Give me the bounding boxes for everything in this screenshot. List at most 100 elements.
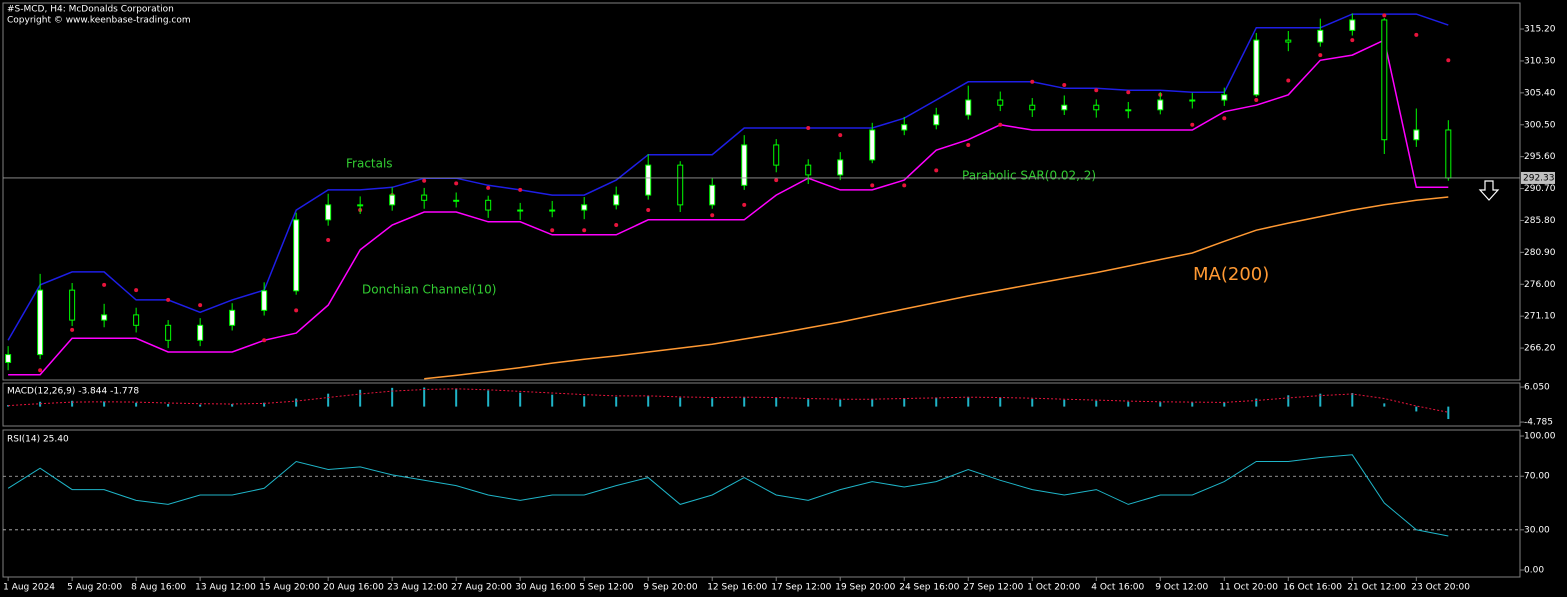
macd-bar	[167, 404, 170, 407]
candle-body	[645, 164, 652, 196]
y-tick-label: 285.80	[1524, 216, 1556, 226]
candle-body	[1029, 104, 1036, 111]
y-tick-label: 100.00	[1524, 432, 1556, 442]
x-tick-label: 5 Aug 20:00	[67, 583, 122, 593]
macd-bar	[1223, 402, 1226, 407]
macd-bar	[1447, 406, 1450, 420]
y-tick-label: 266.20	[1524, 344, 1556, 354]
candle-body	[389, 194, 396, 206]
candle-body	[293, 219, 300, 292]
sar-dot	[902, 183, 907, 188]
y-tick-label: 30.00	[1524, 525, 1550, 535]
candle-body	[229, 309, 236, 326]
x-tick-label: 21 Oct 12:00	[1347, 583, 1406, 593]
candle-body	[677, 164, 684, 206]
sar-dot	[614, 223, 619, 228]
macd-bar	[711, 398, 714, 407]
y-tick-label: 290.70	[1524, 184, 1556, 194]
rsi-panel	[2, 429, 1521, 578]
macd-bar	[1319, 393, 1322, 407]
sar-dot	[1190, 122, 1195, 127]
sar-dot	[518, 187, 523, 192]
candle-body	[1445, 129, 1452, 179]
x-tick-label: 16 Oct 16:00	[1283, 583, 1342, 593]
macd-bar	[903, 398, 906, 407]
x-tick-label: 1 Aug 2024	[3, 583, 55, 593]
candle-body	[1125, 109, 1132, 112]
sar-dot	[38, 368, 43, 373]
copyright: Copyright © www.keenbase-trading.com	[7, 16, 191, 26]
series-line	[8, 39, 1449, 376]
sar-dot	[1126, 90, 1131, 95]
macd-bar	[647, 395, 650, 407]
macd-bar	[1159, 402, 1162, 407]
macd-bar	[551, 394, 554, 407]
macd-bar	[327, 393, 330, 407]
y-tick-label: 6.050	[1524, 383, 1550, 393]
annotation: MA(200)	[1193, 264, 1269, 285]
macd-bar	[999, 397, 1002, 407]
macd-bar	[1031, 398, 1034, 407]
macd-bar	[1095, 400, 1098, 407]
candle-body	[197, 324, 204, 341]
macd-bar	[935, 397, 938, 407]
y-tick-label: 271.10	[1524, 312, 1556, 322]
sar-dot	[1318, 53, 1323, 58]
y-tick-label: 305.40	[1524, 88, 1556, 98]
candle-body	[453, 199, 460, 202]
macd-bar	[1287, 395, 1290, 407]
candle-body	[485, 199, 492, 211]
sar-dot	[1286, 78, 1291, 83]
x-tick-label: 24 Sep 16:00	[899, 583, 959, 593]
sar-dot	[294, 308, 299, 313]
candle-body	[549, 209, 556, 212]
macd-bar	[359, 389, 362, 407]
sar-dot	[1254, 98, 1259, 103]
y-tick-label: 295.60	[1524, 152, 1556, 162]
candle-body	[325, 204, 332, 221]
sar-dot	[486, 185, 491, 190]
candle-body	[613, 194, 620, 206]
sar-dot	[774, 178, 779, 183]
x-tick-label: 9 Oct 12:00	[1155, 583, 1208, 593]
macd-bar	[615, 396, 618, 407]
candle-body	[421, 194, 428, 201]
macd-bar	[583, 396, 586, 407]
x-tick-label: 11 Oct 20:00	[1219, 583, 1278, 593]
rsi-title: RSI(14) 25.40	[7, 435, 69, 445]
sar-dot	[422, 178, 427, 183]
sar-dot	[326, 238, 331, 243]
y-tick-label: 0.00	[1524, 566, 1544, 576]
x-tick-label: 5 Sep 12:00	[579, 583, 634, 593]
last-price-label: 292.33	[1523, 173, 1555, 183]
sar-dot	[1446, 58, 1451, 63]
series-line	[424, 196, 1449, 380]
price-panel	[2, 2, 1521, 381]
y-tick-label: 280.90	[1524, 248, 1556, 258]
macd-bar	[871, 398, 874, 407]
macd-bar	[295, 398, 298, 407]
sar-dot	[262, 338, 267, 343]
macd-bar	[743, 396, 746, 407]
macd-bar	[391, 387, 394, 407]
macd-bar	[103, 401, 106, 407]
sar-dot	[838, 133, 843, 138]
x-tick-label: 30 Aug 16:00	[515, 583, 576, 593]
macd-bar	[487, 390, 490, 407]
series-line	[7, 13, 1449, 341]
macd-bar	[135, 402, 138, 407]
series-line	[7, 454, 1449, 537]
macd-bar	[1127, 401, 1130, 407]
sar-dot	[1094, 88, 1099, 93]
candle-body	[933, 114, 940, 126]
x-tick-label: 19 Sep 20:00	[835, 583, 895, 593]
x-tick-label: 13 Aug 12:00	[195, 583, 256, 593]
macd-bar	[519, 392, 522, 407]
candle-body	[1317, 29, 1324, 43]
macd-bar	[423, 387, 426, 407]
candle-body	[101, 314, 108, 321]
sar-dot	[198, 303, 203, 308]
candle-body	[37, 289, 44, 356]
macd-bar	[1383, 403, 1386, 407]
